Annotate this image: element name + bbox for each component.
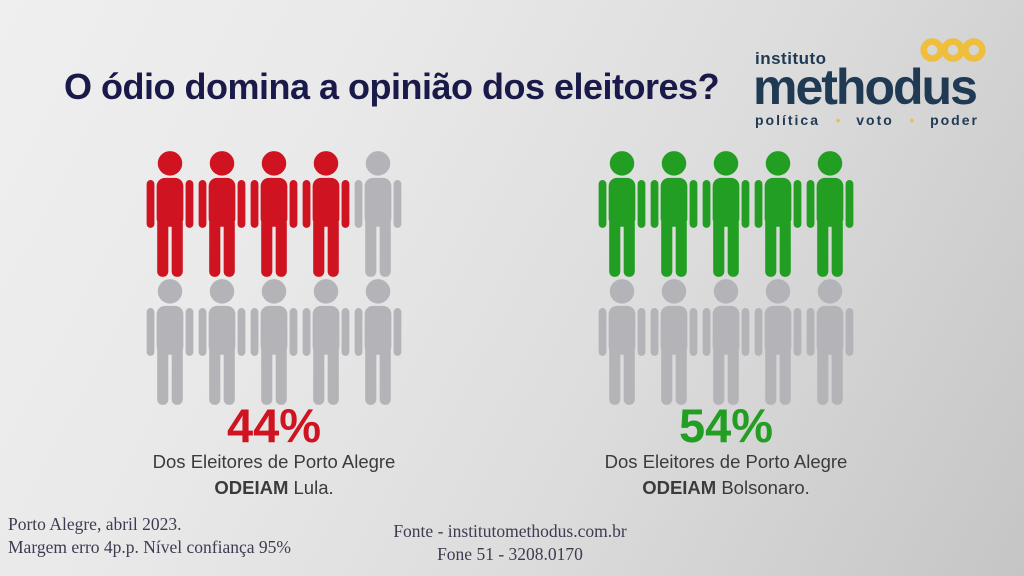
person-icon [650, 151, 698, 277]
logo-methodus-text: methodus [753, 59, 978, 115]
footer-phone-line: Fone 51 - 3208.0170 [437, 544, 583, 564]
person-icon [198, 151, 246, 277]
person-icon [146, 279, 194, 405]
percent-lula: 44% [226, 399, 322, 452]
person-icon [754, 279, 802, 405]
person-icon [702, 279, 750, 405]
person-icon [302, 279, 350, 405]
logo-tagline: política • voto • poder [755, 112, 979, 128]
caption-lula-line1: Dos Eleitores de Porto Alegre [152, 451, 396, 472]
caption-bolsonaro-line2: ODEIAM Bolsonaro. [556, 477, 896, 499]
tagline-dot-icon: • [835, 112, 841, 128]
person-icon [250, 279, 298, 405]
person-icon [302, 151, 350, 277]
footer-margin-line: Margem erro 4p.p. Nível confiança 95% [8, 537, 291, 557]
person-icon [250, 151, 298, 277]
caption-lula-odeiam: ODEIAM [214, 477, 289, 498]
person-icon [754, 151, 802, 277]
percent-bolsonaro: 54% [678, 399, 774, 452]
logo-instituto-text: instituto [755, 49, 827, 68]
tagline-word-politica: política [755, 112, 821, 128]
caption-lula-line2: ODEIAM Lula. [104, 477, 444, 499]
person-icon [598, 151, 646, 277]
triple-loop-icon [920, 38, 986, 62]
tagline-dot-icon: • [909, 112, 915, 128]
person-icon [198, 279, 246, 405]
caption-bolsonaro-name: Bolsonaro. [721, 477, 810, 498]
person-icon [146, 151, 194, 277]
person-icon [806, 151, 854, 277]
person-icon [598, 279, 646, 405]
footer-date-line: Porto Alegre, abril 2023. [8, 514, 182, 534]
person-icon [354, 151, 402, 277]
person-icon [354, 279, 402, 405]
caption-bolsonaro-line1: Dos Eleitores de Porto Alegre [604, 451, 848, 472]
tagline-word-poder: poder [930, 112, 979, 128]
person-icon [702, 151, 750, 277]
page-title: O ódio domina a opinião dos eleitores? [64, 66, 720, 107]
caption-lula-name: Lula. [293, 477, 334, 498]
caption-bolsonaro-odeiam: ODEIAM [642, 477, 717, 498]
footer-source-line: Fonte - institutomethodus.com.br [393, 521, 627, 541]
person-icon [650, 279, 698, 405]
pictogram-lula [142, 150, 406, 406]
pictogram-bolsonaro [594, 150, 858, 406]
person-icon [806, 279, 854, 405]
footer-methodology: Porto Alegre, abril 2023. Margem erro 4p… [8, 513, 291, 559]
tagline-word-voto: voto [856, 112, 894, 128]
footer-source: Fonte - institutomethodus.com.br Fone 51… [360, 520, 660, 566]
